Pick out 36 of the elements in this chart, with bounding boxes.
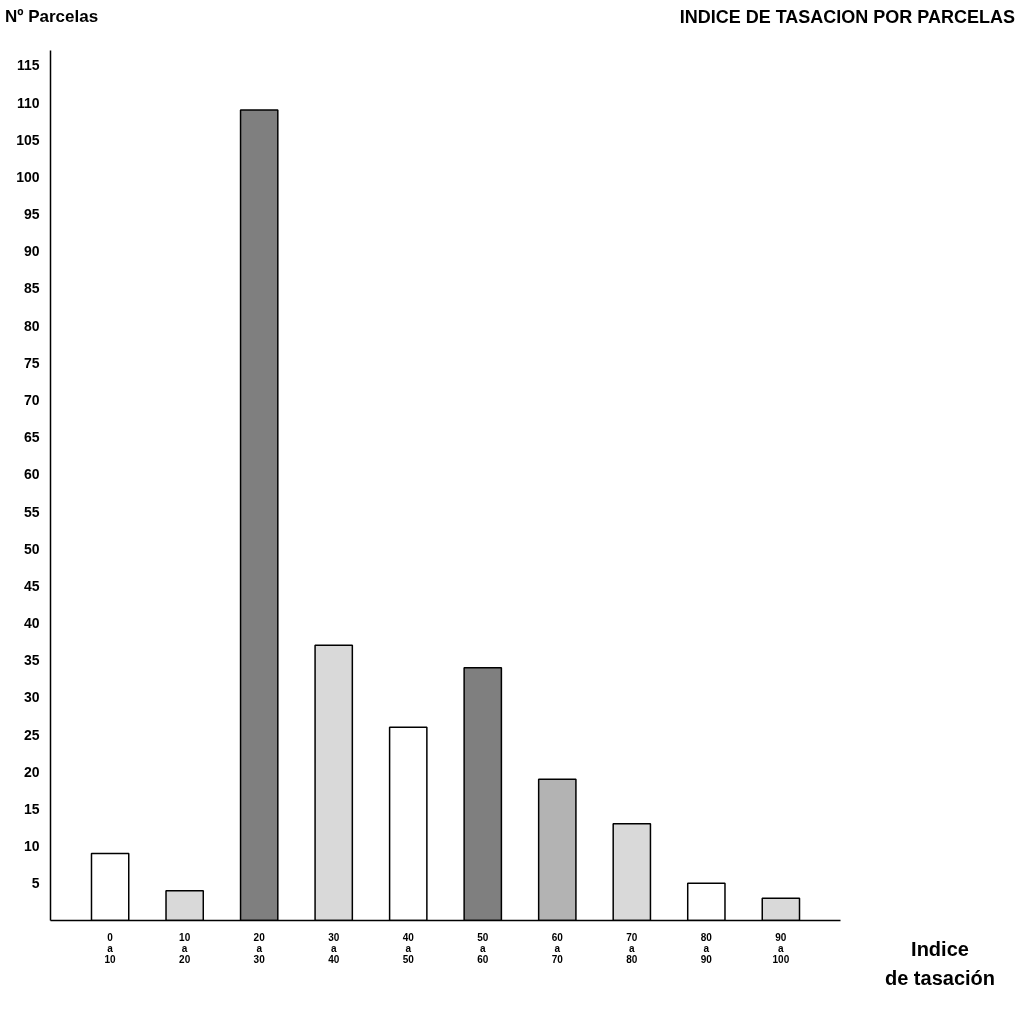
x-tick-label: 80 a 90: [700, 931, 713, 965]
y-tick-label: 70: [23, 391, 40, 408]
y-tick-label: 75: [23, 354, 40, 371]
y-tick-label: 30: [23, 689, 40, 706]
y-tick-label: 65: [23, 429, 40, 446]
x-tick-label: 40 a 50: [402, 931, 415, 965]
x-tick-label: 50 a 60: [477, 931, 489, 965]
y-tick-label: 60: [23, 466, 40, 483]
y-tick-label: 40: [23, 615, 40, 632]
y-tick-label: 100: [16, 168, 40, 185]
y-tick-label: 45: [23, 577, 40, 594]
x-tick-label: 20 a 30: [253, 931, 266, 965]
y-tick-label: 80: [23, 317, 40, 334]
y-tick-label: 25: [23, 726, 40, 743]
y-tick-label: 10: [23, 838, 40, 855]
y-tick-label: 90: [23, 243, 40, 260]
y-tick-label: 5: [31, 875, 40, 892]
y-tick-label: 110: [16, 94, 40, 111]
y-tick-label: 15: [23, 800, 40, 817]
y-tick-label: 105: [16, 131, 40, 148]
x-tick-label: 30 a 40: [328, 931, 340, 965]
x-tick-label: 10 a 20: [179, 931, 191, 965]
y-tick-label: 95: [23, 206, 40, 223]
y-tick-label: 35: [23, 652, 40, 669]
y-tick-label: 115: [16, 57, 40, 74]
y-tick-label: 50: [23, 540, 40, 557]
x-tick-label: 60 a 70: [551, 931, 564, 965]
x-tick-label: 0 a 10: [104, 931, 117, 965]
y-tick-label: 55: [23, 503, 40, 520]
x-axis-title: Indice de tasación: [884, 937, 996, 991]
y-tick-label: 85: [23, 280, 40, 297]
x-tick-label: 90 a 100: [772, 931, 790, 965]
y-tick-label: 20: [23, 763, 40, 780]
x-tick-label: 70 a 80: [626, 931, 638, 965]
chart-title: INDICE DE TASACION POR PARCELAS: [679, 6, 1015, 29]
y-axis-title: Nº Parcelas: [5, 6, 99, 28]
